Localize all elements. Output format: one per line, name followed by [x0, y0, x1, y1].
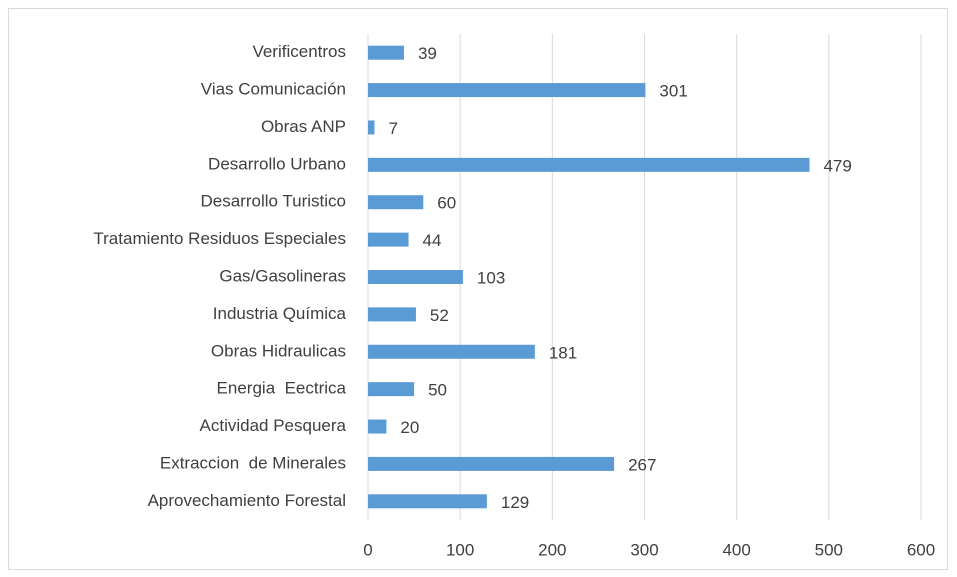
data-label: 44 [423, 231, 442, 250]
y-tick-label: Aprovechamiento Forestal [148, 491, 346, 510]
data-label: 301 [659, 82, 687, 101]
x-tick-label: 600 [907, 540, 935, 559]
bar [368, 382, 415, 397]
data-label: 50 [428, 381, 447, 400]
x-tick-label: 500 [815, 540, 843, 559]
y-tick-label: Obras Hidraulicas [211, 341, 346, 360]
x-tick-label: 100 [446, 540, 474, 559]
bar [368, 419, 387, 434]
data-label: 60 [437, 194, 456, 213]
data-label: 181 [549, 343, 577, 362]
y-tick-label: Industria Química [213, 304, 347, 323]
x-tick-label: 0 [363, 540, 372, 559]
y-tick-label: Desarrollo Turistico [201, 192, 347, 211]
chart-border [8, 8, 948, 570]
y-tick-label: Energia Eectrica [217, 379, 347, 398]
x-tick-label: 400 [722, 540, 750, 559]
y-tick-label: Extraccion de Minerales [160, 453, 346, 472]
data-label: 52 [430, 306, 449, 325]
bar [368, 83, 646, 98]
data-label: 7 [388, 119, 397, 138]
data-label: 479 [823, 156, 851, 175]
y-tick-label: Verificentros [252, 42, 346, 61]
y-tick-label: Desarrollo Urbano [208, 154, 346, 173]
x-tick-label: 300 [630, 540, 658, 559]
bar [368, 456, 615, 471]
bar [368, 45, 404, 60]
bar [368, 494, 487, 509]
y-tick-label: Gas/Gasolineras [219, 266, 346, 285]
bar [368, 232, 409, 247]
data-label: 267 [628, 455, 656, 474]
y-tick-label: Obras ANP [261, 117, 346, 136]
bar [368, 307, 416, 322]
bar [368, 157, 810, 172]
bar [368, 195, 424, 210]
data-label: 20 [400, 418, 419, 437]
x-tick-label: 200 [538, 540, 566, 559]
y-tick-label: Actividad Pesquera [200, 416, 347, 435]
y-tick-label: Vias Comunicación [201, 80, 346, 99]
bar [368, 344, 535, 359]
bar [368, 120, 375, 135]
y-tick-label: Tratamiento Residuos Especiales [93, 229, 346, 248]
data-label: 129 [501, 493, 529, 512]
data-label: 39 [418, 44, 437, 63]
data-label: 103 [477, 268, 505, 287]
bar [368, 270, 463, 284]
